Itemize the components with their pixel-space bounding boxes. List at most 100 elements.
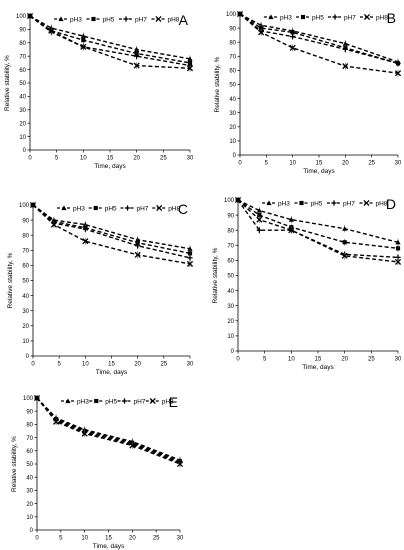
data-point-pH8	[234, 196, 242, 204]
y-tick-label: 100	[19, 203, 30, 209]
x-tick-label: 20	[341, 357, 348, 363]
legend-label: pH3	[280, 14, 292, 21]
y-tick-label: 80	[19, 41, 26, 47]
x-tick-label: 5	[55, 156, 59, 162]
y-axis-label: Relative stability, %	[7, 252, 14, 308]
legend-label: pH3	[77, 398, 89, 405]
data-point-pH8	[176, 460, 184, 468]
x-tick-label: 10	[81, 536, 88, 542]
x-tick-label: 10	[288, 357, 295, 363]
x-tick-label: 15	[107, 156, 114, 162]
y-tick-label: 90	[229, 26, 236, 32]
y-tick-label: 100	[226, 12, 237, 18]
y-tick-label: 100	[224, 198, 235, 204]
y-axis-label: Relative stability, %	[214, 56, 221, 112]
legend-marker	[332, 14, 338, 20]
y-tick-label: 70	[227, 244, 234, 250]
y-tick-label: 40	[26, 475, 33, 481]
legend-marker	[268, 14, 274, 20]
x-tick-label: 30	[177, 536, 184, 542]
chart-panel-C: 0 10 20 30 40 50 60 70 80 90 100 0 5 10 15 20 25 30 Time, …	[7, 201, 194, 376]
legend-label: pH3	[278, 200, 290, 207]
x-tick-label: 25	[368, 357, 375, 363]
x-tick-label: 5	[265, 161, 269, 167]
x-tick-label: 0	[31, 362, 35, 368]
data-point-pH8	[129, 442, 136, 449]
legend-label: pH3	[70, 16, 82, 23]
legend-label: pH8	[376, 200, 388, 207]
x-tick-label: 30	[187, 156, 194, 162]
y-tick-label: 30	[229, 111, 236, 117]
series-line-pH3	[237, 199, 399, 243]
legend-marker	[156, 204, 163, 212]
y-tick-label: 100	[16, 14, 27, 20]
y-tick-label: 10	[19, 135, 26, 141]
legend-marker	[123, 16, 129, 22]
y-tick-label: 0	[233, 153, 237, 159]
chart-panel-E: 0 10 20 30 40 50 60 70 80 90 100 0 5 10 15 20 25 30 Time, …	[11, 394, 184, 550]
y-axis-label: Relative stability, %	[11, 436, 18, 492]
series-line-pH8	[32, 204, 191, 265]
y-tick-label: 40	[229, 97, 236, 103]
y-tick-label: 10	[22, 339, 29, 345]
y-tick-label: 0	[30, 528, 34, 534]
x-tick-label: 20	[133, 156, 140, 162]
y-tick-label: 20	[19, 121, 26, 127]
y-tick-label: 80	[22, 233, 29, 239]
data-point-pH7	[187, 255, 193, 261]
y-tick-label: 20	[229, 125, 236, 131]
y-tick-label: 50	[26, 462, 33, 468]
data-point-pH8	[82, 238, 89, 245]
x-tick-label: 0	[28, 156, 32, 162]
data-point-pH3	[80, 33, 86, 39]
x-axis-label: Time, days	[303, 168, 335, 175]
x-tick-label: 10	[289, 161, 296, 167]
legend-marker	[363, 199, 370, 207]
y-tick-label: 90	[227, 213, 234, 219]
data-point-pH5	[342, 240, 347, 245]
legend-marker	[299, 200, 304, 206]
data-point-pH5	[395, 246, 401, 251]
data-point-pH3	[187, 246, 193, 251]
x-tick-label: 25	[160, 156, 167, 162]
y-tick-label: 20	[227, 319, 234, 325]
x-axis-label: Time, days	[302, 364, 334, 371]
data-point-pH7	[82, 226, 88, 232]
data-point-pH8	[50, 221, 57, 228]
legend-label: pH3	[73, 205, 85, 212]
data-point-pH3	[256, 207, 262, 213]
x-tick-label: 5	[263, 357, 267, 363]
y-tick-label: 10	[26, 515, 33, 521]
x-tick-label: 5	[59, 536, 63, 542]
legend-marker	[121, 398, 128, 404]
panel-label: B	[387, 10, 396, 26]
data-point-pH8	[186, 65, 194, 72]
data-point-pH3	[134, 46, 140, 52]
data-point-pH8	[26, 12, 34, 20]
y-tick-label: 40	[19, 95, 26, 101]
chart-panel-B: 0 10 20 30 40 50 60 70 80 90 100 0 5 10 15 20 25 30 Time, …	[214, 10, 402, 175]
legend-label: pH8	[168, 205, 180, 212]
legend-label: pH7	[135, 16, 147, 23]
x-tick-label: 15	[108, 362, 115, 368]
legend-marker	[58, 16, 64, 22]
legend-marker	[331, 200, 337, 206]
x-tick-label: 15	[316, 161, 323, 167]
y-tick-label: 70	[22, 249, 29, 255]
legend-marker	[149, 397, 156, 405]
legend-label: pH5	[311, 200, 323, 207]
y-tick-label: 70	[26, 436, 33, 442]
data-point-pH8	[341, 252, 348, 259]
y-tick-label: 60	[227, 259, 234, 265]
data-point-pH8	[342, 63, 349, 70]
y-tick-label: 10	[229, 139, 236, 145]
chart-panel-D: 0 10 20 30 40 50 60 70 80 90 100 0 5 10 15 20 25 30 Time, …	[212, 196, 402, 371]
y-tick-label: 80	[229, 40, 236, 46]
legend-label: pH5	[312, 14, 324, 21]
data-point-pH8	[48, 27, 55, 34]
y-tick-label: 40	[227, 289, 234, 295]
data-point-pH8	[394, 70, 402, 77]
data-point-pH8	[134, 251, 141, 258]
data-point-pH8	[289, 44, 296, 51]
